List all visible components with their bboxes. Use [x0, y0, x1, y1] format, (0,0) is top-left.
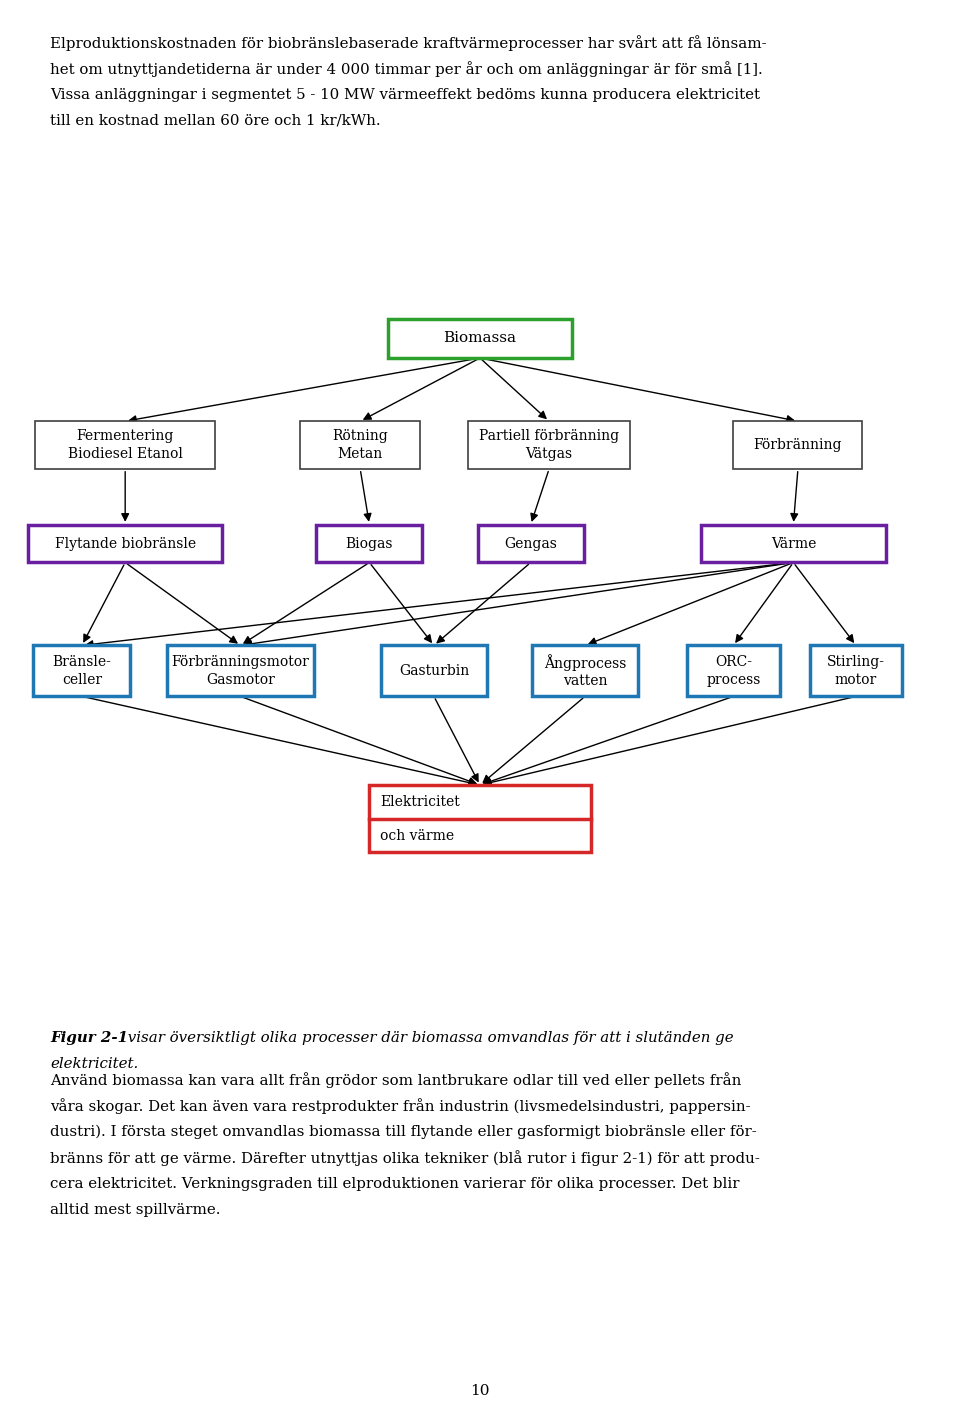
Text: Värme: Värme [771, 537, 816, 551]
Text: cera elektricitet. Verkningsgraden till elproduktionen varierar för olika proces: cera elektricitet. Verkningsgraden till … [50, 1177, 739, 1191]
Text: elektricitet.: elektricitet. [50, 1056, 138, 1070]
Text: Bränsle-
celler: Bränsle- celler [53, 656, 111, 687]
Text: het om utnyttjandetiderna är under 4 000 timmar per år och om anläggningar är fö: het om utnyttjandetiderna är under 4 000… [50, 61, 762, 78]
Text: Flytande biobränsle: Flytande biobränsle [55, 537, 196, 551]
Bar [701, 525, 885, 562]
Text: visar översiktligt olika processer där biomassa omvandlas för att i slutänden ge: visar översiktligt olika processer där b… [123, 1031, 733, 1045]
Bar [167, 646, 314, 697]
Bar [317, 525, 422, 562]
Bar [34, 646, 131, 697]
Text: alltid mest spillvärme.: alltid mest spillvärme. [50, 1204, 221, 1216]
Bar [36, 421, 215, 469]
Text: Elproduktionskostnaden för biobränslebaserade kraftvärmeprocesser har svårt att : Elproduktionskostnaden för biobränslebas… [50, 35, 766, 51]
Text: våra skogar. Det kan även vara restprodukter från industrin (livsmedelsindustri,: våra skogar. Det kan även vara restprodu… [50, 1099, 751, 1114]
Bar [381, 646, 487, 697]
Text: dustri). I första steget omvandlas biomassa till flytande eller gasformigt biobr: dustri). I första steget omvandlas bioma… [50, 1124, 756, 1138]
Text: Gasturbin: Gasturbin [398, 664, 469, 678]
Text: Ångprocess
vatten: Ångprocess vatten [544, 654, 626, 688]
Text: Förbränning: Förbränning [754, 438, 842, 452]
Text: Förbränningsmotor
Gasmotor: Förbränningsmotor Gasmotor [172, 656, 309, 687]
Text: Använd biomassa kan vara allt från grödor som lantbrukare odlar till ved eller p: Använd biomassa kan vara allt från grödo… [50, 1072, 741, 1087]
Bar [478, 525, 584, 562]
Text: ORC-
process: ORC- process [707, 656, 760, 687]
Bar [468, 421, 630, 469]
Text: till en kostnad mellan 60 öre och 1 kr/kWh.: till en kostnad mellan 60 öre och 1 kr/k… [50, 115, 380, 127]
Text: Elektricitet: Elektricitet [380, 794, 460, 809]
Bar [300, 421, 420, 469]
Text: Partiell förbränning
Vätgas: Partiell förbränning Vätgas [479, 429, 619, 460]
Bar [687, 646, 780, 697]
Bar [29, 525, 222, 562]
Text: Stirling-
motor: Stirling- motor [827, 656, 885, 687]
Text: Gengas: Gengas [504, 537, 557, 551]
Bar [733, 421, 862, 469]
Text: 10: 10 [470, 1383, 490, 1398]
Text: Fermentering
Biodiesel Etanol: Fermentering Biodiesel Etanol [68, 429, 182, 460]
Bar [388, 319, 572, 358]
Text: Rötning
Metan: Rötning Metan [332, 429, 388, 460]
Text: och värme: och värme [380, 828, 455, 843]
Text: Vissa anläggningar i segmentet 5 - 10 MW värmeeffekt bedöms kunna producera elek: Vissa anläggningar i segmentet 5 - 10 MW… [50, 88, 760, 102]
Text: Figur 2-1: Figur 2-1 [50, 1031, 128, 1045]
Bar [370, 784, 590, 852]
Text: Biogas: Biogas [346, 537, 394, 551]
Bar [810, 646, 902, 697]
Text: Biomassa: Biomassa [444, 331, 516, 346]
Text: bränns för att ge värme. Därefter utnyttjas olika tekniker (blå rutor i figur 2-: bränns för att ge värme. Därefter utnytt… [50, 1150, 759, 1167]
Bar [532, 646, 638, 697]
